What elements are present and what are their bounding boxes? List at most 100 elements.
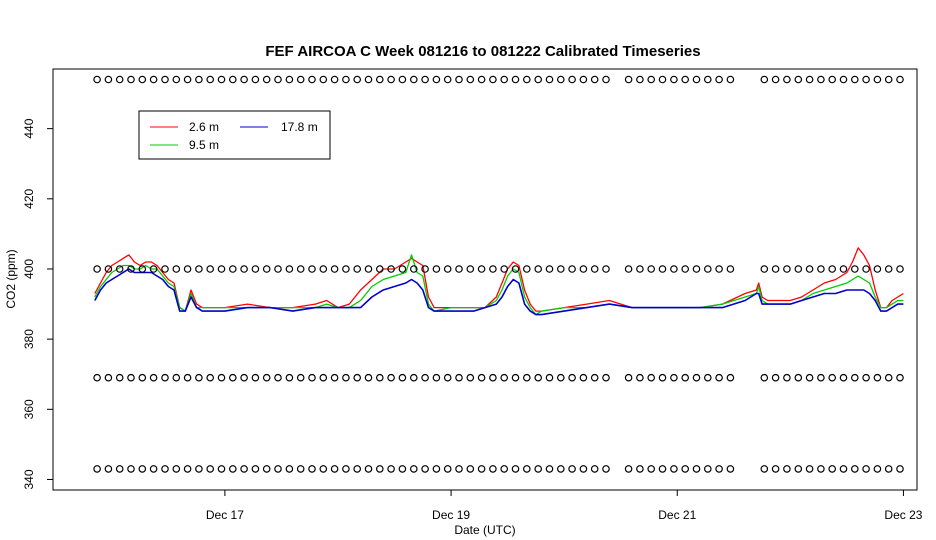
calibration-marker: [624, 265, 633, 273]
calibration-marker: [828, 373, 837, 382]
calibration-marker: [375, 465, 384, 473]
calibration-marker: [206, 265, 215, 273]
calibration-marker: [330, 75, 339, 84]
plot-frame: [52, 68, 918, 491]
calibration-marker: [115, 465, 124, 473]
calibration-marker: [602, 373, 610, 382]
calibration-marker: [760, 465, 769, 473]
calibration-marker: [217, 75, 226, 84]
calibration-marker: [670, 75, 678, 84]
calibration-marker: [319, 465, 328, 473]
calibration-marker: [681, 373, 690, 382]
calibration-marker: [308, 265, 316, 273]
calibration-marker: [839, 265, 848, 273]
calibration-marker: [364, 75, 373, 84]
calibration-marker: [794, 75, 803, 84]
calibration-marker: [127, 75, 135, 84]
calibration-marker: [262, 373, 271, 382]
calibration-marker: [647, 373, 656, 382]
calibration-marker: [862, 75, 870, 84]
calibration-marker: [353, 373, 362, 382]
calibration-marker: [195, 465, 203, 473]
calibration-marker: [138, 373, 147, 382]
calibration-marker: [93, 373, 101, 382]
calibration-marker: [783, 465, 791, 473]
calibration-marker: [432, 265, 441, 273]
calibration-marker: [726, 373, 735, 382]
calibration-marker: [432, 75, 441, 84]
calibration-marker: [115, 75, 124, 84]
calibration-markers: [93, 75, 904, 473]
calibration-marker: [443, 373, 452, 382]
calibration-marker: [443, 465, 452, 473]
calibration-marker: [873, 265, 882, 273]
calibration-marker: [161, 75, 169, 84]
calibration-marker: [771, 265, 780, 273]
calibration-marker: [624, 373, 633, 382]
calibration-marker: [296, 465, 305, 473]
calibration-marker: [421, 75, 429, 84]
calibration-marker: [489, 373, 497, 382]
legend-label-9.5m: 9.5 m: [189, 138, 219, 152]
calibration-marker: [703, 75, 712, 84]
calibration-marker: [421, 465, 429, 473]
calibration-marker: [251, 75, 260, 84]
calibration-marker: [602, 265, 610, 273]
calibration-marker: [138, 265, 147, 273]
calibration-marker: [274, 265, 282, 273]
calibration-marker: [500, 373, 509, 382]
calibration-marker: [726, 465, 735, 473]
calibration-marker: [703, 465, 712, 473]
y-tick-label: 420: [22, 188, 36, 208]
calibration-marker: [500, 265, 509, 273]
calibration-marker: [240, 75, 248, 84]
calibration-marker: [522, 75, 531, 84]
calibration-marker: [274, 75, 282, 84]
calibration-marker: [455, 373, 463, 382]
calibration-marker: [534, 465, 543, 473]
calibration-marker: [195, 373, 203, 382]
calibration-marker: [850, 265, 859, 273]
calibration-marker: [896, 465, 904, 473]
calibration-marker: [636, 265, 644, 273]
calibration-marker: [409, 373, 418, 382]
calibration-marker: [590, 373, 599, 382]
calibration-marker: [715, 465, 723, 473]
calibration-marker: [817, 373, 825, 382]
calibration-marker: [636, 373, 644, 382]
calibration-marker: [828, 465, 837, 473]
series-line-9.5m: [94, 254, 904, 316]
calibration-marker: [896, 75, 904, 84]
calibration-marker: [364, 265, 373, 273]
calibration-marker: [296, 75, 305, 84]
calibration-marker: [93, 465, 101, 473]
calibration-marker: [794, 373, 803, 382]
calibration-marker: [760, 373, 769, 382]
calibration-marker: [455, 265, 463, 273]
calibration-marker: [658, 265, 667, 273]
x-tick-label: Dec 23: [884, 508, 922, 522]
calibration-marker: [511, 373, 520, 382]
calibration-marker: [579, 373, 588, 382]
calibration-marker: [262, 465, 271, 473]
calibration-marker: [206, 75, 215, 84]
calibration-marker: [670, 265, 678, 273]
calibration-marker: [432, 373, 441, 382]
calibration-marker: [862, 265, 870, 273]
y-tick-label: 380: [22, 329, 36, 349]
calibration-marker: [93, 265, 101, 273]
calibration-marker: [466, 75, 475, 84]
calibration-marker: [206, 465, 215, 473]
calibration-marker: [342, 465, 350, 473]
calibration-marker: [692, 373, 701, 382]
calibration-marker: [172, 75, 181, 84]
calibration-marker: [375, 373, 384, 382]
calibration-marker: [511, 75, 520, 84]
calibration-marker: [308, 373, 316, 382]
calibration-marker: [670, 465, 678, 473]
calibration-marker: [104, 465, 113, 473]
calibration-marker: [805, 265, 814, 273]
calibration-marker: [183, 465, 192, 473]
calibration-marker: [308, 465, 316, 473]
